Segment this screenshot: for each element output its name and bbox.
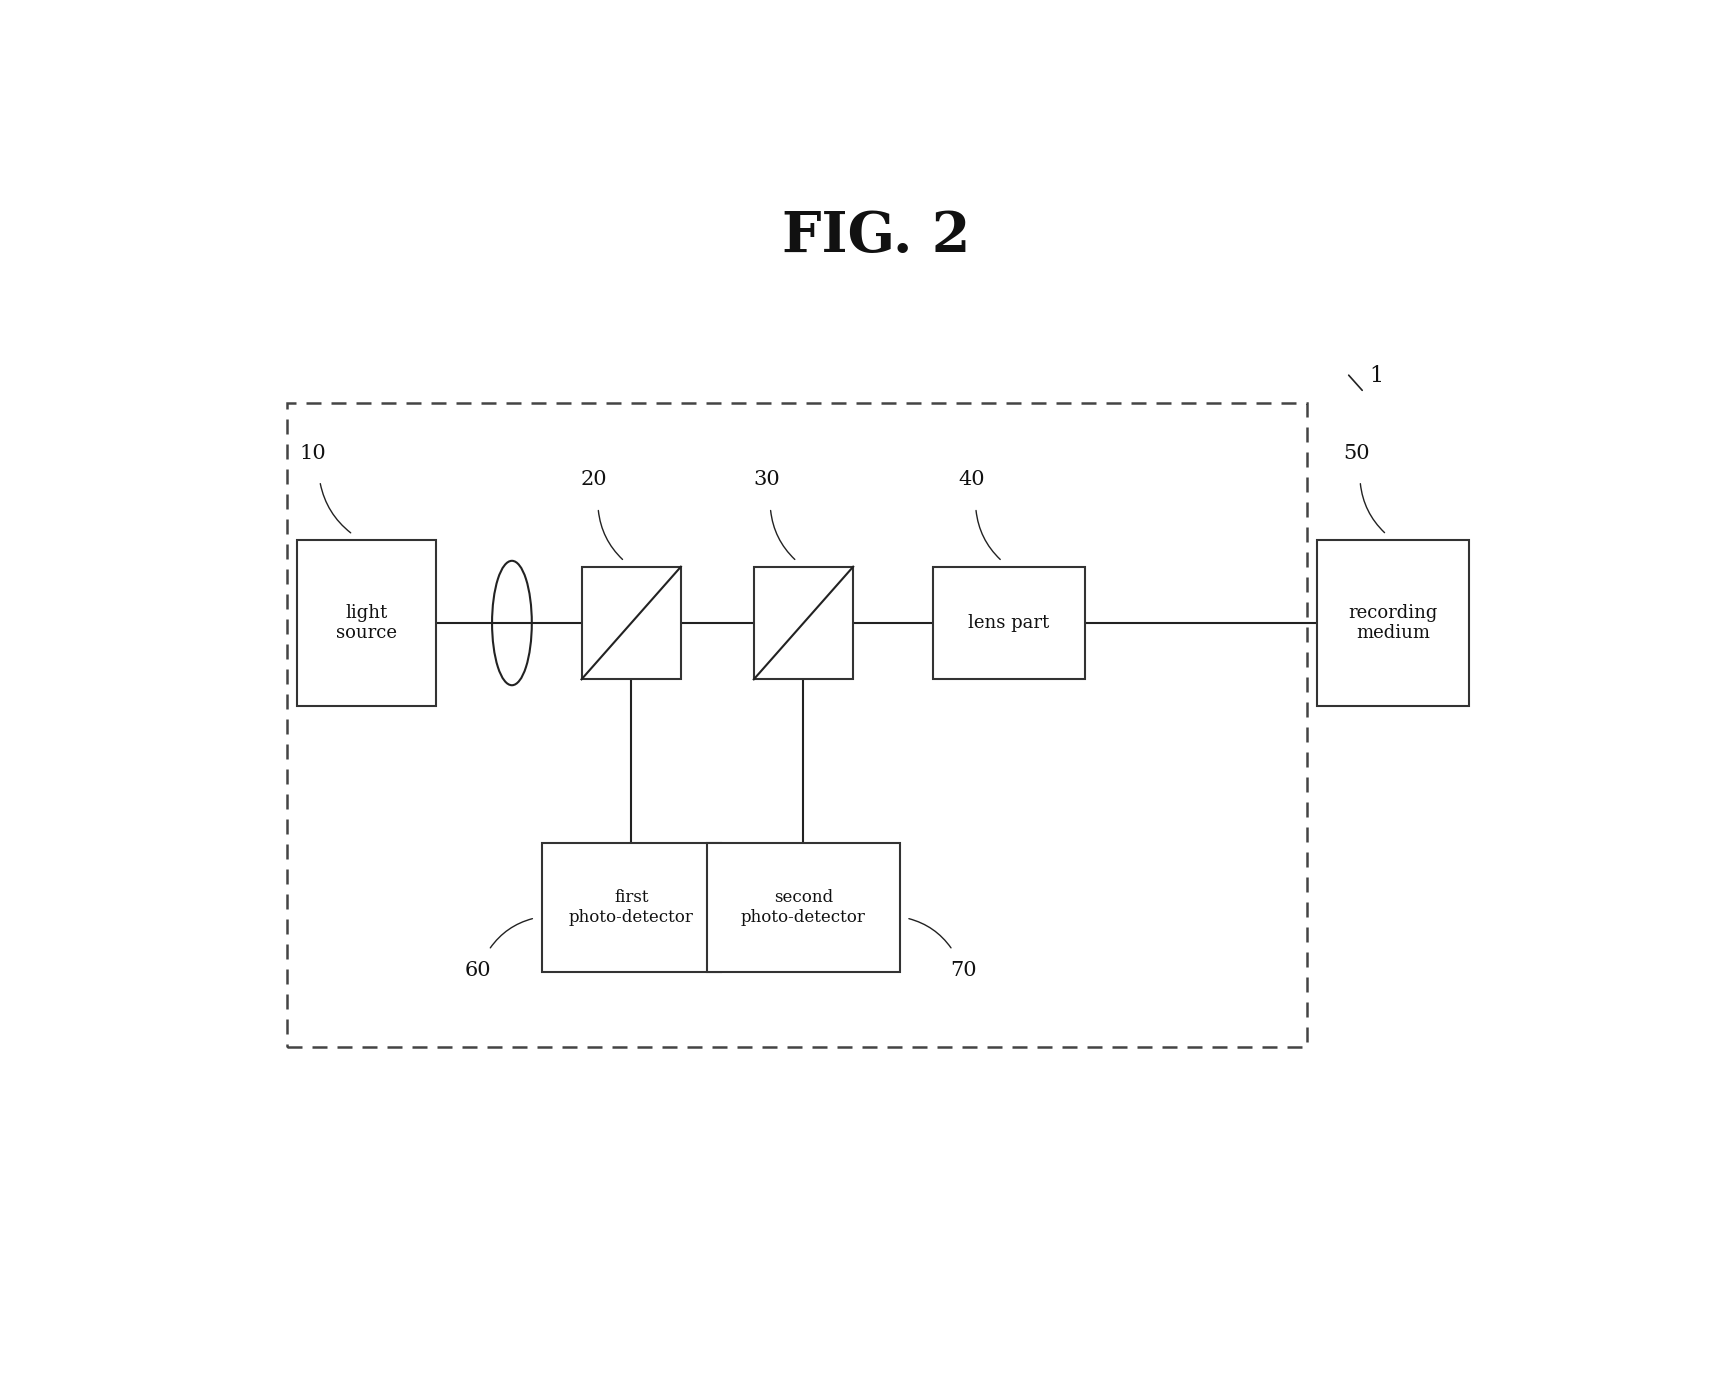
Bar bbox=[1317, 540, 1469, 706]
Bar bbox=[542, 843, 720, 972]
Text: 70: 70 bbox=[949, 961, 976, 979]
Bar bbox=[287, 403, 1306, 1046]
Text: 20: 20 bbox=[581, 471, 607, 489]
Text: FIG. 2: FIG. 2 bbox=[781, 209, 971, 265]
Text: first
photo-detector: first photo-detector bbox=[569, 889, 694, 925]
Text: 30: 30 bbox=[752, 471, 780, 489]
Text: 60: 60 bbox=[465, 961, 491, 979]
Bar bbox=[754, 567, 853, 680]
Text: 10: 10 bbox=[299, 443, 327, 462]
Text: 50: 50 bbox=[1342, 443, 1370, 462]
Bar bbox=[296, 540, 436, 706]
Text: lens part: lens part bbox=[968, 614, 1050, 632]
Text: light
source: light source bbox=[335, 603, 397, 642]
Bar bbox=[581, 567, 681, 680]
Text: 1: 1 bbox=[1370, 365, 1383, 387]
Bar bbox=[708, 843, 899, 972]
Text: second
photo-detector: second photo-detector bbox=[740, 889, 865, 925]
Text: recording
medium: recording medium bbox=[1349, 603, 1438, 642]
Text: 40: 40 bbox=[959, 471, 985, 489]
Bar bbox=[932, 567, 1086, 680]
